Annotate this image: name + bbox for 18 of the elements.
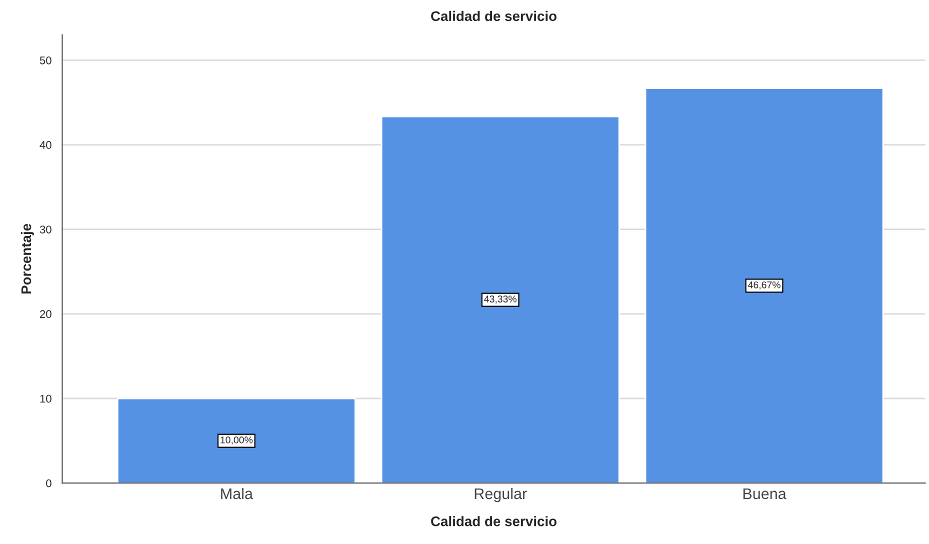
y-tick-label: 40 <box>40 141 52 149</box>
y-tick-label: 20 <box>40 310 52 318</box>
x-tick-label: Mala <box>221 488 253 500</box>
bar <box>380 116 620 484</box>
y-tick-label: 30 <box>40 226 52 234</box>
x-tick-label: Regular <box>474 488 527 502</box>
bar <box>116 398 356 484</box>
x-tick-label: Buena <box>743 488 786 500</box>
y-tick-label: 50 <box>40 56 52 64</box>
y-tick-label: 0 <box>46 479 52 488</box>
data-label: 10,00% <box>220 436 253 445</box>
y-axis-title: Porcentaje <box>20 224 34 294</box>
data-label: 46,67% <box>748 281 780 290</box>
chart-title: Calidad de servicio <box>431 10 557 22</box>
y-tick-label: 10 <box>40 394 52 403</box>
bar <box>644 88 884 484</box>
x-axis-title: Calidad de servicio <box>431 516 557 526</box>
data-label: 43,33% <box>484 296 517 304</box>
